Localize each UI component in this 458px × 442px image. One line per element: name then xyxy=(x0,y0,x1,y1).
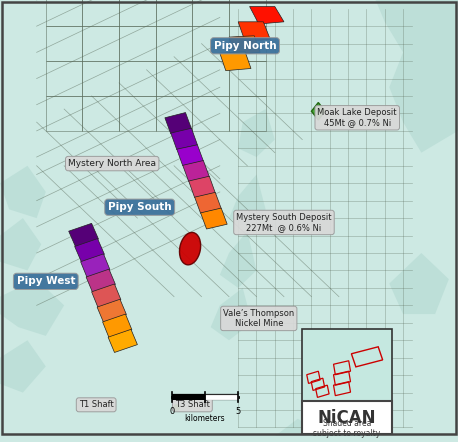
Bar xyxy=(192,61,229,96)
Polygon shape xyxy=(238,22,270,42)
Bar xyxy=(229,26,266,61)
Bar xyxy=(192,0,229,26)
Bar xyxy=(156,0,192,26)
Polygon shape xyxy=(86,269,115,292)
Polygon shape xyxy=(376,0,458,152)
Polygon shape xyxy=(81,254,110,278)
Text: kilometers: kilometers xyxy=(185,414,225,423)
Bar xyxy=(46,96,82,131)
Polygon shape xyxy=(92,284,121,308)
Text: Mystery South Deposit
227Mt  @ 0.6% Ni: Mystery South Deposit 227Mt @ 0.6% Ni xyxy=(236,213,332,232)
Polygon shape xyxy=(103,314,132,338)
Polygon shape xyxy=(275,419,330,436)
Polygon shape xyxy=(0,166,46,218)
Polygon shape xyxy=(69,223,98,247)
Bar xyxy=(156,96,192,131)
Text: Moak Lake Deposit
45Mt @ 0.7% Ni: Moak Lake Deposit 45Mt @ 0.7% Ni xyxy=(317,108,397,127)
Polygon shape xyxy=(75,239,104,262)
Bar xyxy=(46,61,82,96)
Bar xyxy=(229,61,266,96)
Bar xyxy=(119,96,156,131)
Bar xyxy=(82,26,119,61)
Polygon shape xyxy=(321,384,389,436)
Bar xyxy=(192,26,229,61)
Bar xyxy=(156,61,192,96)
Polygon shape xyxy=(211,288,252,340)
Polygon shape xyxy=(189,176,215,198)
Ellipse shape xyxy=(180,232,201,265)
Text: 0: 0 xyxy=(169,407,174,415)
Polygon shape xyxy=(177,145,203,166)
Bar xyxy=(119,61,156,96)
Bar xyxy=(82,0,119,26)
Bar xyxy=(156,26,192,61)
Bar xyxy=(82,61,119,96)
Bar xyxy=(119,0,156,26)
Polygon shape xyxy=(97,299,126,322)
Polygon shape xyxy=(389,253,449,314)
Polygon shape xyxy=(195,192,221,213)
Text: Vale’s Thompson
Nickel Mine: Vale’s Thompson Nickel Mine xyxy=(223,309,294,328)
Polygon shape xyxy=(250,7,284,24)
Bar xyxy=(229,96,266,131)
Polygon shape xyxy=(229,36,260,54)
Bar xyxy=(302,329,392,416)
Polygon shape xyxy=(171,128,197,150)
Bar xyxy=(46,0,82,26)
Text: Shaded area
subject to royalty: Shaded area subject to royalty xyxy=(313,419,381,438)
Polygon shape xyxy=(220,51,251,71)
Text: Pipy West: Pipy West xyxy=(16,276,75,286)
Text: T1 Shaft: T1 Shaft xyxy=(79,400,114,409)
Text: Pipy North: Pipy North xyxy=(214,41,276,51)
Bar xyxy=(229,0,266,26)
Polygon shape xyxy=(201,208,227,229)
Bar xyxy=(82,96,119,131)
Text: NiCAN: NiCAN xyxy=(318,409,376,427)
Polygon shape xyxy=(108,329,137,352)
Polygon shape xyxy=(165,113,191,134)
Polygon shape xyxy=(220,231,256,288)
Polygon shape xyxy=(0,340,46,392)
Text: Pipy South: Pipy South xyxy=(108,202,171,212)
Text: Mystery North Area: Mystery North Area xyxy=(68,159,156,168)
Text: 5: 5 xyxy=(235,407,241,415)
Text: T3 Shaft: T3 Shaft xyxy=(175,400,210,409)
Polygon shape xyxy=(0,279,64,336)
Bar xyxy=(192,96,229,131)
Polygon shape xyxy=(238,109,275,157)
Polygon shape xyxy=(229,175,266,227)
Bar xyxy=(46,26,82,61)
Polygon shape xyxy=(311,103,325,120)
Polygon shape xyxy=(0,218,41,271)
Bar xyxy=(302,401,392,434)
Bar xyxy=(119,26,156,61)
Polygon shape xyxy=(183,160,209,182)
